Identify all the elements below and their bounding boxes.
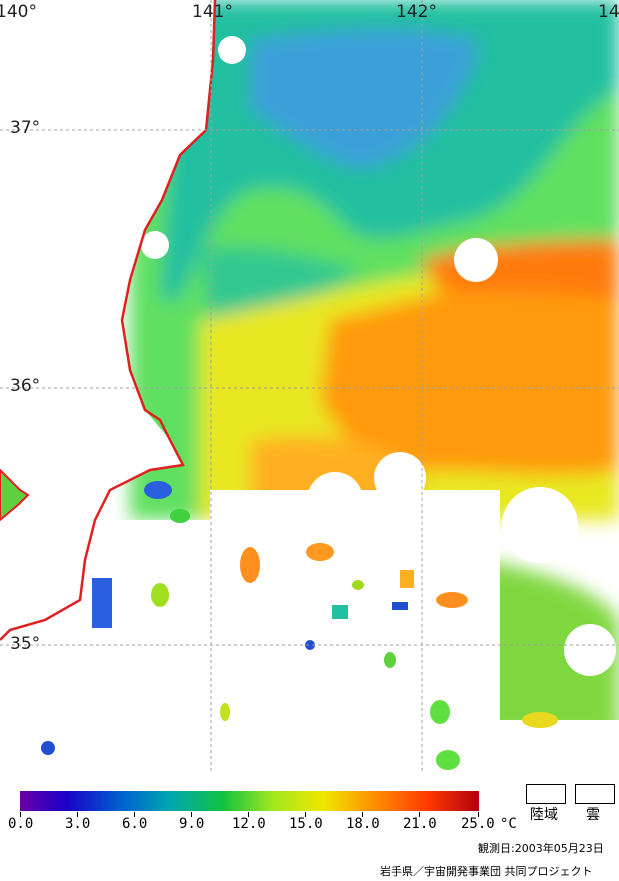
scale-tick-9: 9.0	[179, 816, 205, 832]
lat-label-37: 37°	[10, 118, 41, 138]
scale-tick-25: 25.0	[461, 816, 495, 832]
cloud-swatch	[575, 784, 615, 804]
lon-label-142: 142°	[396, 2, 437, 22]
land-swatch	[526, 784, 566, 804]
cloud-gap-patches	[41, 481, 558, 770]
observation-date: 観測日:2003年05月23日	[478, 842, 604, 855]
land	[0, 0, 215, 640]
scale-tick-3: 3.0	[65, 816, 91, 832]
cloud-cover	[0, 36, 619, 772]
scale-tick-6: 6.0	[122, 816, 148, 832]
graticule	[0, 0, 619, 772]
land-label: 陸域	[530, 807, 558, 823]
scale-tick-21: 21.0	[403, 816, 437, 832]
color-scale-bar	[20, 791, 479, 811]
cloud-label: 雲	[586, 807, 600, 823]
scale-tick-15: 15.0	[289, 816, 323, 832]
coastline	[0, 0, 217, 641]
unit-label: °C	[500, 816, 517, 832]
lat-label-36: 36°	[10, 376, 41, 396]
project-credit: 岩手県／宇宙開発事業団 共同プロジェクト	[380, 865, 593, 878]
lon-label-143: 143°	[598, 2, 619, 22]
legend: 0.0 3.0 6.0 9.0 12.0 15.0 18.0 21.0 25.0…	[0, 772, 619, 881]
lon-label-141: 141°	[192, 2, 233, 22]
island-patch	[0, 468, 30, 522]
lon-label-140: 140°	[0, 2, 37, 22]
lat-label-35: 35°	[10, 634, 41, 654]
scale-tick-12: 12.0	[232, 816, 266, 832]
sea-surface-temperature-map	[0, 0, 619, 772]
scale-tick-18: 18.0	[346, 816, 380, 832]
scale-tick-0: 0.0	[8, 816, 34, 832]
